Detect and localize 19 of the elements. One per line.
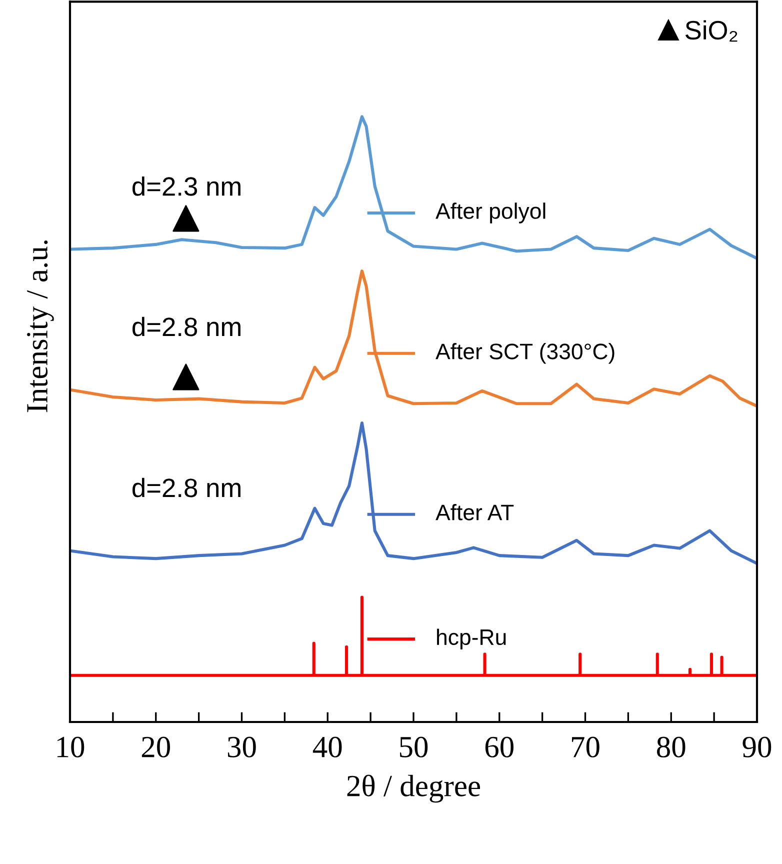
x-tick-label: 40 [312, 736, 342, 758]
x-tick-label: 70 [572, 736, 600, 758]
annotation: d=2.8 nm [132, 316, 240, 336]
x-tick-label: 50 [400, 736, 428, 758]
x-tick-label: 10 [57, 736, 84, 758]
y-axis-title: Intensity / a.u. [27, 240, 54, 412]
legend-label: After AT [436, 504, 514, 520]
annotation: d=2.8 nm [132, 478, 240, 498]
x-tick-label: 30 [228, 736, 256, 758]
annotation: d=2.3 nm [132, 176, 240, 196]
x-tick-label: 80 [657, 736, 686, 758]
legend-label: After SCT (330°C) [436, 343, 614, 364]
x-tick-label: 20 [142, 736, 170, 758]
x-tick-label: 60 [485, 736, 514, 758]
legend-label: SiO₂ [685, 20, 738, 42]
legend-label: After polyol [436, 202, 546, 224]
legend-label: hcp-Ru [437, 628, 506, 650]
x-axis-title: 2θ / degree [347, 774, 480, 803]
x-tick-label: 90 [742, 736, 772, 758]
